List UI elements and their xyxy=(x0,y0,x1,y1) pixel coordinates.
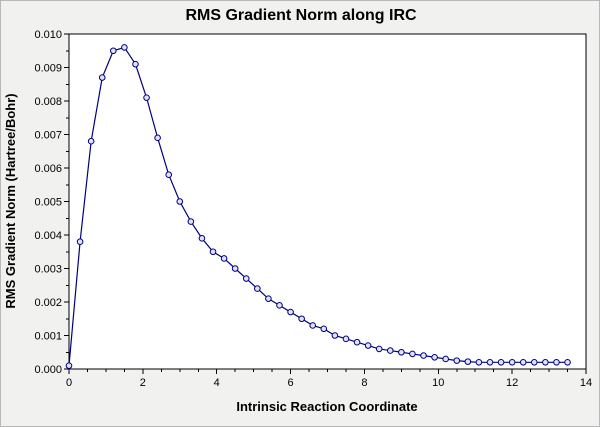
y-tick-label: 0.005 xyxy=(34,197,62,209)
y-tick-label: 0.002 xyxy=(34,297,62,309)
data-point-marker xyxy=(464,358,472,365)
data-point-marker xyxy=(220,255,228,262)
data-point-marker xyxy=(143,94,150,101)
data-point-marker xyxy=(298,315,305,323)
x-tick-label: 0 xyxy=(66,377,72,389)
data-point-marker xyxy=(98,74,106,81)
data-point-marker xyxy=(375,345,383,353)
data-point-marker xyxy=(309,322,317,329)
data-point-marker xyxy=(110,47,117,55)
data-point-marker xyxy=(154,134,161,142)
data-point-marker xyxy=(265,295,272,302)
y-tick-label: 0.009 xyxy=(34,63,62,75)
data-point-marker xyxy=(76,238,84,245)
data-point-marker xyxy=(198,235,206,242)
data-point-marker xyxy=(519,359,527,366)
data-point-marker xyxy=(486,359,494,366)
x-tick-label: 4 xyxy=(214,377,220,389)
data-point-marker xyxy=(564,359,571,366)
data-point-marker xyxy=(187,218,195,225)
data-point-marker xyxy=(386,347,394,354)
data-point-marker xyxy=(508,359,516,366)
data-point-marker xyxy=(431,353,438,361)
data-point-marker xyxy=(331,332,339,339)
data-point-marker xyxy=(287,308,294,316)
y-tick-label: 0.007 xyxy=(34,130,62,142)
x-tick-label: 10 xyxy=(432,377,444,389)
data-point-marker xyxy=(231,265,239,272)
data-point-marker xyxy=(276,302,283,309)
y-tick-label: 0.010 xyxy=(34,29,62,41)
data-point-marker xyxy=(475,359,483,366)
data-point-marker xyxy=(442,355,449,363)
y-tick-label: 0.001 xyxy=(34,331,62,343)
chart-title: RMS Gradient Norm along IRC xyxy=(185,7,417,24)
data-point-marker xyxy=(132,60,139,68)
data-point-marker xyxy=(453,357,461,364)
data-point-marker xyxy=(531,359,538,366)
y-tick-label: 0.003 xyxy=(34,264,62,276)
x-tick-label: 2 xyxy=(140,377,146,389)
y-tick-label: 0.006 xyxy=(34,163,62,175)
y-tick-label: 0.000 xyxy=(34,364,62,376)
data-point-marker xyxy=(65,362,73,369)
data-point-marker xyxy=(121,44,128,51)
data-point-marker xyxy=(398,348,405,356)
x-tick-label: 6 xyxy=(288,377,294,389)
x-tick-label: 14 xyxy=(580,377,592,389)
plot-area: 0 2 4 6 8 10 12 14 0.000 0.001 0.002 0.003 0.004 0.00… xyxy=(34,29,592,389)
data-point-marker xyxy=(364,342,372,349)
data-point-marker xyxy=(420,352,427,359)
data-point-marker xyxy=(165,171,173,178)
data-point-marker xyxy=(409,350,416,358)
data-point-marker xyxy=(242,275,250,282)
data-point-marker xyxy=(176,198,184,205)
x-tick-label: 8 xyxy=(361,377,367,389)
y-axis-label: RMS Gradient Norm (Hartree/Bohr) xyxy=(3,93,18,308)
x-tick-label: 12 xyxy=(506,377,518,389)
data-point-marker xyxy=(87,137,95,145)
data-point-marker xyxy=(353,338,361,346)
data-point-marker xyxy=(342,335,350,343)
data-line xyxy=(68,46,568,366)
y-tick-label: 0.008 xyxy=(34,96,62,108)
data-point-marker xyxy=(320,325,328,333)
x-axis-label: Intrinsic Reaction Coordinate xyxy=(236,399,417,414)
data-point-marker xyxy=(553,359,560,366)
y-tick-label: 0.004 xyxy=(34,230,62,242)
data-point-marker xyxy=(254,285,261,292)
data-point-marker xyxy=(542,359,549,366)
data-point-marker xyxy=(497,359,505,366)
data-point-marker xyxy=(209,248,217,256)
